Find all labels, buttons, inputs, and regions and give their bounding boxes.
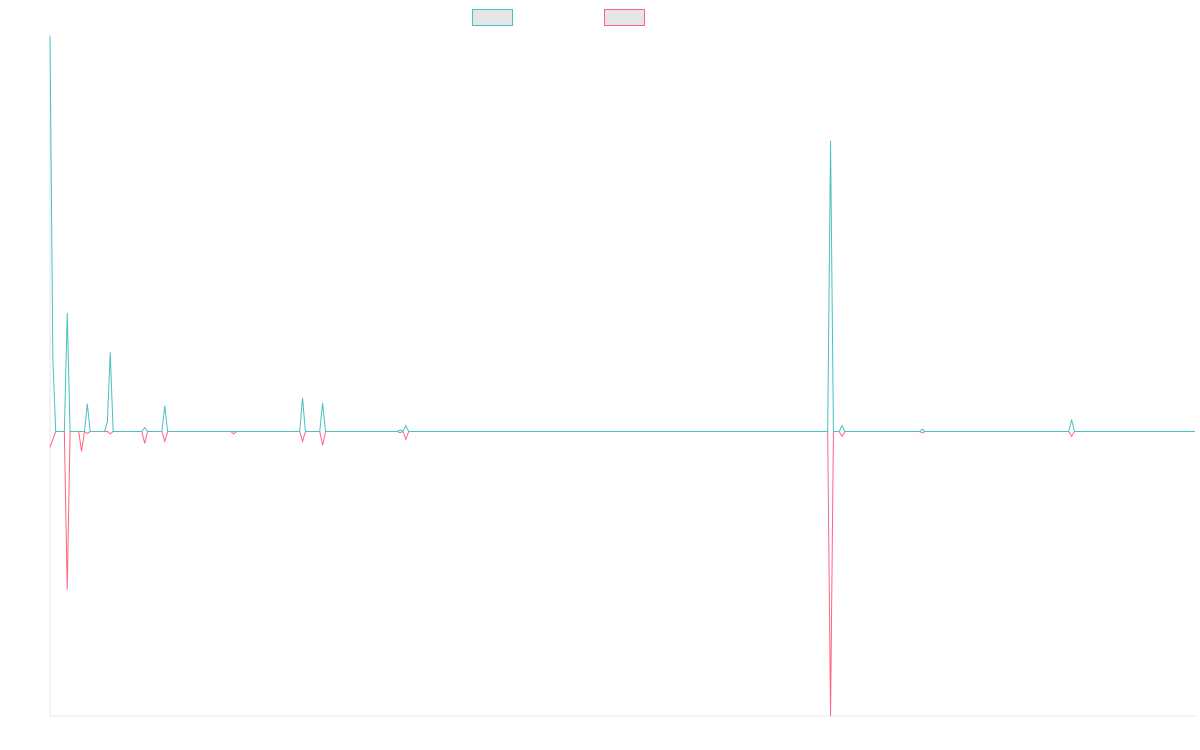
legend-item-1[interactable]: [472, 9, 513, 26]
legend-item-2[interactable]: [604, 9, 645, 26]
legend-swatch-1[interactable]: [472, 9, 513, 26]
series-line-2: [49, 430, 1195, 717]
legend-swatch-2[interactable]: [604, 9, 645, 26]
plot-area: [49, 35, 1195, 717]
series-line-1: [49, 35, 1195, 433]
legend[interactable]: [472, 9, 645, 26]
axes: [49, 34, 1195, 717]
